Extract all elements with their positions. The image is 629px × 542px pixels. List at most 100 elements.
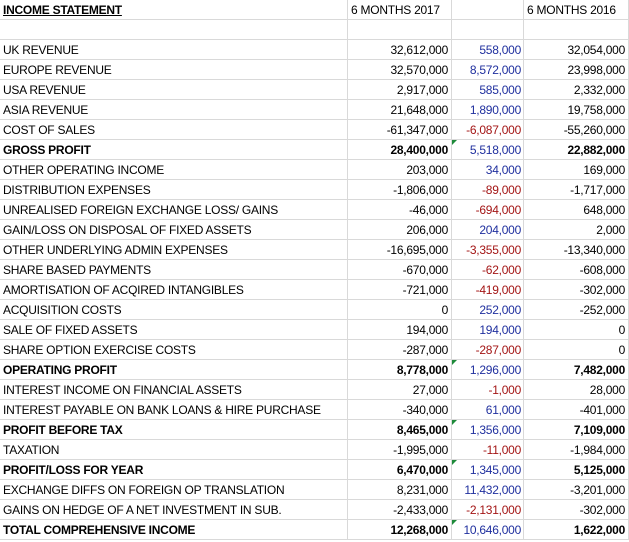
value-change[interactable]: 585,000 bbox=[452, 80, 524, 100]
row-label[interactable]: ACQUISITION COSTS bbox=[0, 300, 348, 320]
row-label[interactable]: EXCHANGE DIFFS ON FOREIGN OP TRANSLATION bbox=[0, 480, 348, 500]
row-label[interactable]: USA REVENUE bbox=[0, 80, 348, 100]
value-change[interactable]: -287,000 bbox=[452, 340, 524, 360]
value-2016[interactable]: -13,340,000 bbox=[524, 240, 629, 260]
value-2016[interactable]: 7,482,000 bbox=[524, 360, 629, 380]
row-label[interactable]: GROSS PROFIT bbox=[0, 140, 348, 160]
row-label[interactable]: PROFIT BEFORE TAX bbox=[0, 420, 348, 440]
value-2017[interactable]: -46,000 bbox=[348, 200, 452, 220]
value-change[interactable]: 1,345,000 bbox=[452, 460, 524, 480]
value-change[interactable]: -694,000 bbox=[452, 200, 524, 220]
empty-cell[interactable] bbox=[452, 20, 524, 40]
empty-cell[interactable] bbox=[0, 20, 348, 40]
value-change[interactable]: -2,131,000 bbox=[452, 500, 524, 520]
value-2017[interactable]: 12,268,000 bbox=[348, 520, 452, 540]
empty-cell[interactable] bbox=[524, 20, 629, 40]
row-label[interactable]: ASIA REVENUE bbox=[0, 100, 348, 120]
value-change[interactable]: 1,296,000 bbox=[452, 360, 524, 380]
value-2017[interactable]: 32,612,000 bbox=[348, 40, 452, 60]
value-2017[interactable]: -16,695,000 bbox=[348, 240, 452, 260]
value-2016[interactable]: -608,000 bbox=[524, 260, 629, 280]
value-change[interactable]: 34,000 bbox=[452, 160, 524, 180]
value-2016[interactable]: 19,758,000 bbox=[524, 100, 629, 120]
value-change[interactable]: 1,356,000 bbox=[452, 420, 524, 440]
value-change[interactable]: -6,087,000 bbox=[452, 120, 524, 140]
value-2016[interactable]: 169,000 bbox=[524, 160, 629, 180]
statement-title[interactable]: INCOME STATEMENT bbox=[0, 0, 348, 20]
value-2017[interactable]: 6,470,000 bbox=[348, 460, 452, 480]
value-change[interactable]: 1,890,000 bbox=[452, 100, 524, 120]
value-2016[interactable]: 2,000 bbox=[524, 220, 629, 240]
value-change[interactable]: 8,572,000 bbox=[452, 60, 524, 80]
value-change[interactable]: 5,518,000 bbox=[452, 140, 524, 160]
row-label[interactable]: GAINS ON HEDGE OF A NET INVESTMENT IN SU… bbox=[0, 500, 348, 520]
value-2017[interactable]: 8,778,000 bbox=[348, 360, 452, 380]
row-label[interactable]: SHARE OPTION EXERCISE COSTS bbox=[0, 340, 348, 360]
value-2016[interactable]: -302,000 bbox=[524, 280, 629, 300]
value-change[interactable]: 11,432,000 bbox=[452, 480, 524, 500]
value-2016[interactable]: 1,622,000 bbox=[524, 520, 629, 540]
row-label[interactable]: EUROPE REVENUE bbox=[0, 60, 348, 80]
value-2016[interactable]: 23,998,000 bbox=[524, 60, 629, 80]
value-2016[interactable]: -252,000 bbox=[524, 300, 629, 320]
value-2016[interactable]: 22,882,000 bbox=[524, 140, 629, 160]
value-2016[interactable]: 648,000 bbox=[524, 200, 629, 220]
value-2017[interactable]: 21,648,000 bbox=[348, 100, 452, 120]
row-label[interactable]: UNREALISED FOREIGN EXCHANGE LOSS/ GAINS bbox=[0, 200, 348, 220]
row-label[interactable]: OTHER OPERATING INCOME bbox=[0, 160, 348, 180]
value-2016[interactable]: -401,000 bbox=[524, 400, 629, 420]
value-change[interactable]: 558,000 bbox=[452, 40, 524, 60]
value-2017[interactable]: 206,000 bbox=[348, 220, 452, 240]
row-label[interactable]: UK REVENUE bbox=[0, 40, 348, 60]
value-2017[interactable]: 0 bbox=[348, 300, 452, 320]
value-2016[interactable]: 0 bbox=[524, 340, 629, 360]
value-2017[interactable]: -61,347,000 bbox=[348, 120, 452, 140]
value-2016[interactable]: 28,000 bbox=[524, 380, 629, 400]
header-change-cell[interactable] bbox=[452, 0, 524, 20]
value-change[interactable]: 204,000 bbox=[452, 220, 524, 240]
value-change[interactable]: 252,000 bbox=[452, 300, 524, 320]
value-2017[interactable]: 8,465,000 bbox=[348, 420, 452, 440]
value-change[interactable]: 61,000 bbox=[452, 400, 524, 420]
value-2017[interactable]: -340,000 bbox=[348, 400, 452, 420]
row-label[interactable]: INTEREST INCOME ON FINANCIAL ASSETS bbox=[0, 380, 348, 400]
value-change[interactable]: 194,000 bbox=[452, 320, 524, 340]
value-2017[interactable]: 28,400,000 bbox=[348, 140, 452, 160]
value-2016[interactable]: 7,109,000 bbox=[524, 420, 629, 440]
row-label[interactable]: COST OF SALES bbox=[0, 120, 348, 140]
value-2016[interactable]: -1,984,000 bbox=[524, 440, 629, 460]
row-label[interactable]: INTEREST PAYABLE ON BANK LOANS & HIRE PU… bbox=[0, 400, 348, 420]
value-2016[interactable]: 2,332,000 bbox=[524, 80, 629, 100]
value-change[interactable]: -62,000 bbox=[452, 260, 524, 280]
value-2016[interactable]: -3,201,000 bbox=[524, 480, 629, 500]
value-2017[interactable]: -2,433,000 bbox=[348, 500, 452, 520]
row-label[interactable]: SHARE BASED PAYMENTS bbox=[0, 260, 348, 280]
row-label[interactable]: AMORTISATION OF ACQIRED INTANGIBLES bbox=[0, 280, 348, 300]
value-2016[interactable]: 0 bbox=[524, 320, 629, 340]
row-label[interactable]: DISTRIBUTION EXPENSES bbox=[0, 180, 348, 200]
row-label[interactable]: SALE OF FIXED ASSETS bbox=[0, 320, 348, 340]
row-label[interactable]: TOTAL COMPREHENSIVE INCOME bbox=[0, 520, 348, 540]
value-2017[interactable]: -287,000 bbox=[348, 340, 452, 360]
value-2016[interactable]: 5,125,000 bbox=[524, 460, 629, 480]
value-change[interactable]: -89,000 bbox=[452, 180, 524, 200]
value-2017[interactable]: 203,000 bbox=[348, 160, 452, 180]
header-2017[interactable]: 6 MONTHS 2017 bbox=[348, 0, 452, 20]
value-2017[interactable]: 194,000 bbox=[348, 320, 452, 340]
value-2016[interactable]: -302,000 bbox=[524, 500, 629, 520]
row-label[interactable]: OPERATING PROFIT bbox=[0, 360, 348, 380]
value-2017[interactable]: 8,231,000 bbox=[348, 480, 452, 500]
row-label[interactable]: OTHER UNDERLYING ADMIN EXPENSES bbox=[0, 240, 348, 260]
value-change[interactable]: -11,000 bbox=[452, 440, 524, 460]
value-2017[interactable]: -670,000 bbox=[348, 260, 452, 280]
row-label[interactable]: GAIN/LOSS ON DISPOSAL OF FIXED ASSETS bbox=[0, 220, 348, 240]
value-change[interactable]: 10,646,000 bbox=[452, 520, 524, 540]
value-2017[interactable]: -721,000 bbox=[348, 280, 452, 300]
value-2017[interactable]: 32,570,000 bbox=[348, 60, 452, 80]
value-change[interactable]: -419,000 bbox=[452, 280, 524, 300]
value-2017[interactable]: -1,995,000 bbox=[348, 440, 452, 460]
empty-cell[interactable] bbox=[348, 20, 452, 40]
value-2017[interactable]: -1,806,000 bbox=[348, 180, 452, 200]
row-label[interactable]: PROFIT/LOSS FOR YEAR bbox=[0, 460, 348, 480]
value-2016[interactable]: -55,260,000 bbox=[524, 120, 629, 140]
